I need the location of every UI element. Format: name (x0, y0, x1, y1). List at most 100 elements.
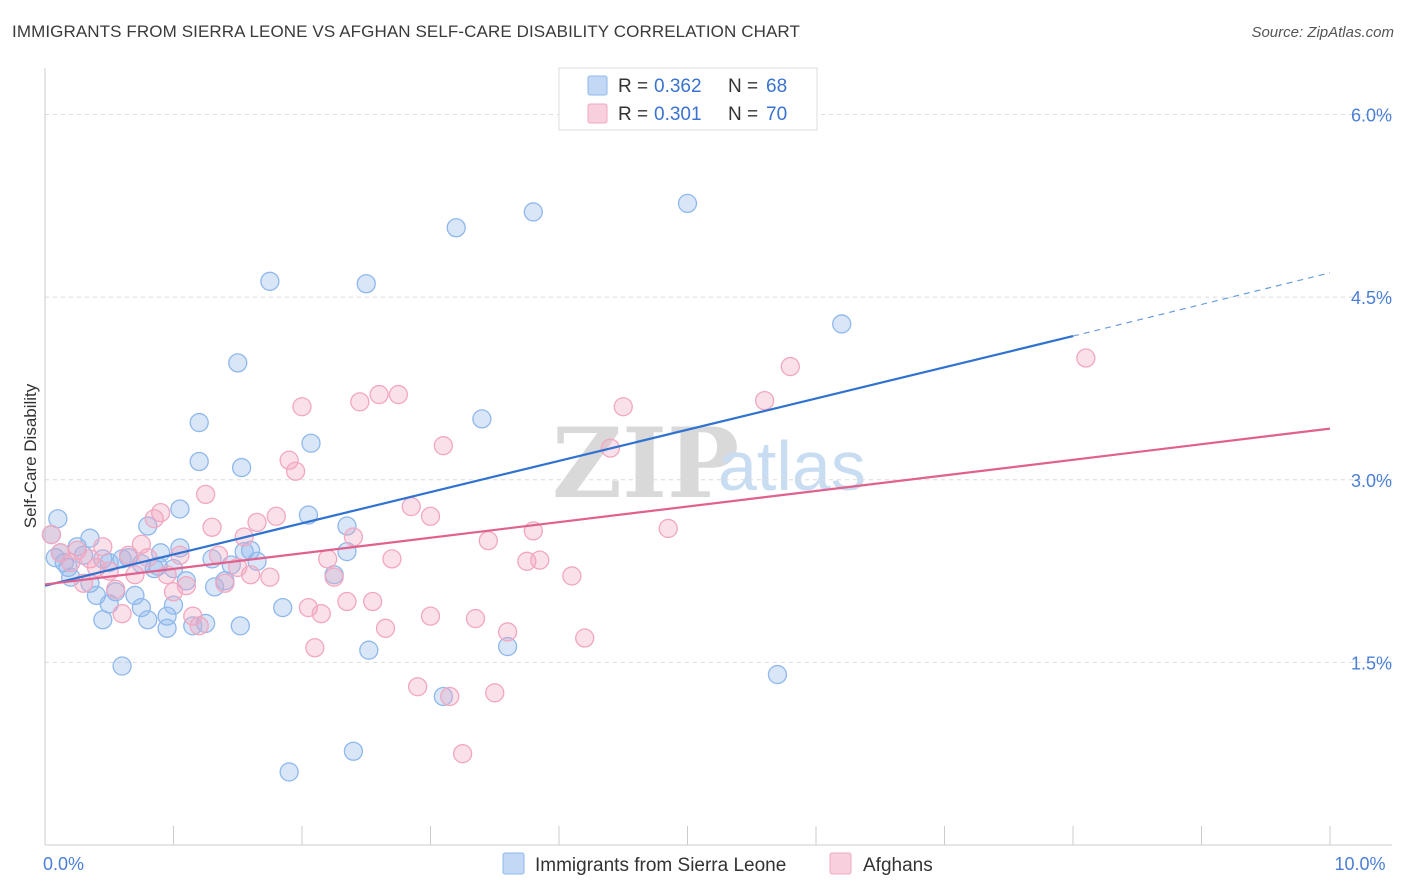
legend-r-label: R = (618, 104, 648, 125)
data-point (279, 450, 299, 470)
data-point (420, 506, 441, 526)
data-point (266, 506, 286, 526)
data-point (324, 567, 344, 587)
data-point (176, 576, 197, 596)
data-point (658, 518, 678, 539)
data-point (523, 202, 543, 222)
data-point (363, 591, 383, 612)
data-point (420, 606, 441, 626)
data-point (112, 656, 132, 676)
source-credit: Source: ZipAtlas.com (1251, 24, 1394, 41)
data-point (497, 636, 518, 657)
data-point (195, 484, 216, 505)
data-point (41, 524, 62, 545)
data-point (478, 530, 498, 551)
series-legend: Immigrants from Sierra Leone Afghans (502, 852, 933, 876)
data-point (440, 686, 460, 707)
data-point (189, 412, 209, 433)
data-point (472, 409, 492, 429)
trend-line (44, 335, 1074, 587)
data-point (231, 457, 252, 478)
data-point (382, 549, 402, 569)
data-point (138, 516, 158, 536)
data-point (375, 618, 396, 638)
data-point (240, 565, 261, 585)
legend-n-label: N = (728, 104, 758, 125)
data-point (311, 604, 331, 624)
legend-r-label: R = (618, 76, 648, 97)
data-point (369, 384, 389, 405)
trend-lines (44, 272, 1331, 587)
x-tick-label: 0.0% (43, 854, 84, 874)
data-point (1076, 348, 1096, 368)
data-point (452, 744, 473, 764)
y-tick-label: 3.0% (1351, 471, 1392, 491)
trend-line-extension (1072, 272, 1331, 337)
data-point (189, 616, 209, 636)
data-point (247, 512, 267, 533)
data-point (118, 545, 139, 565)
data-point (337, 516, 357, 536)
chart-title: IMMIGRANTS FROM SIERRA LEONE VS AFGHAN S… (12, 22, 800, 41)
data-point (305, 638, 325, 658)
data-point (343, 741, 364, 761)
legend-n-value: 68 (766, 76, 787, 97)
data-point (575, 628, 595, 648)
data-point (465, 608, 486, 629)
y-axis-label: Self-Care Disability (21, 383, 40, 528)
correlation-legend: R = 0.362 N = 68 R = 0.301 N = 70 (558, 67, 818, 131)
legend-r-value: 0.362 (654, 76, 702, 97)
data-point (433, 436, 454, 456)
legend-n-label: N = (728, 76, 758, 97)
data-point (279, 762, 299, 782)
data-point (530, 550, 550, 570)
data-point (273, 597, 293, 618)
y-tick-label: 1.5% (1351, 653, 1392, 673)
y-tick-labels: 1.5% 3.0% 4.5% 6.0% (1351, 106, 1392, 674)
data-point (446, 218, 466, 238)
data-point (350, 392, 370, 412)
data-point (562, 566, 582, 586)
data-point (754, 390, 775, 411)
data-point (93, 537, 113, 557)
data-point (767, 664, 788, 685)
data-point (343, 527, 364, 547)
data-point (138, 548, 158, 568)
data-point (832, 314, 852, 334)
watermark-atlas: atlas (718, 427, 866, 505)
data-point (230, 616, 250, 636)
data-point (189, 451, 209, 472)
data-point (677, 193, 698, 214)
data-point (359, 640, 379, 660)
data-point (112, 604, 132, 624)
data-point (292, 397, 312, 417)
legend-swatch-sierra-leone (587, 75, 608, 96)
data-point (337, 591, 357, 612)
x-tick-label: 10.0% (1334, 854, 1385, 874)
legend-r-value: 0.301 (654, 104, 702, 125)
data-point (780, 356, 800, 377)
data-point (407, 677, 428, 697)
data-point (170, 499, 190, 519)
legend-label-afghans: Afghans (863, 855, 933, 876)
legend-swatch-sierra-leone (502, 852, 525, 875)
data-point (157, 618, 177, 638)
axes (44, 68, 1392, 846)
x-tick-labels: 0.0% 10.0% (43, 854, 1386, 874)
data-point (183, 606, 203, 626)
data-point (388, 384, 409, 405)
data-point (318, 549, 338, 569)
data-point (202, 517, 222, 537)
data-point (61, 552, 81, 573)
data-point (150, 502, 171, 523)
legend-n-value: 70 (766, 104, 787, 125)
data-point (401, 496, 421, 517)
trend-line (44, 427, 1331, 586)
y-tick-label: 6.0% (1351, 106, 1392, 126)
data-point (163, 595, 184, 615)
legend-swatch-afghans (587, 103, 608, 124)
data-point (106, 579, 126, 599)
data-point (613, 397, 633, 417)
y-tick-label: 4.5% (1351, 288, 1392, 308)
